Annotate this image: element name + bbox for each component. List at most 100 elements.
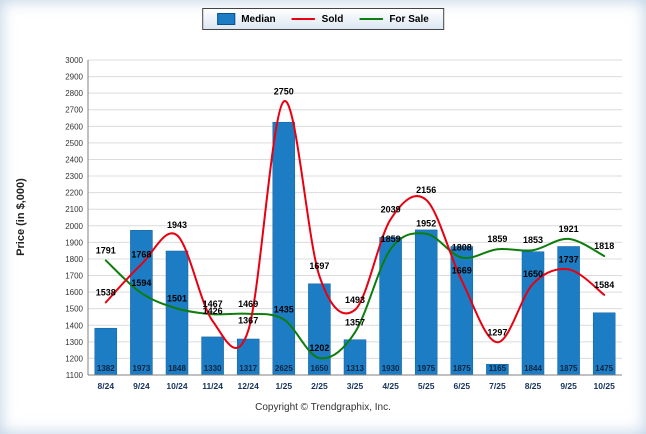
svg-text:1426: 1426 bbox=[203, 306, 223, 316]
median-bar-value-labels: 1382 1973 1848 1330 1317 2625 1650 1313 1930 1975… bbox=[97, 364, 614, 373]
svg-text:1317: 1317 bbox=[239, 364, 257, 373]
svg-text:1818: 1818 bbox=[594, 241, 614, 251]
median-bar bbox=[165, 250, 189, 376]
svg-text:9/24: 9/24 bbox=[133, 381, 150, 391]
svg-text:1467: 1467 bbox=[203, 299, 223, 309]
svg-text:1808: 1808 bbox=[452, 243, 472, 253]
svg-text:2200: 2200 bbox=[65, 189, 83, 198]
svg-text:1800: 1800 bbox=[65, 255, 83, 264]
legend-label-sold: Sold bbox=[321, 13, 344, 25]
svg-text:8/25: 8/25 bbox=[525, 381, 542, 391]
legend: Median Sold For Sale bbox=[202, 8, 444, 30]
svg-text:2625: 2625 bbox=[275, 364, 293, 373]
svg-text:1400: 1400 bbox=[65, 321, 83, 330]
svg-text:1853: 1853 bbox=[523, 235, 543, 245]
svg-text:1313: 1313 bbox=[346, 364, 364, 373]
svg-text:1300: 1300 bbox=[65, 338, 83, 347]
svg-text:1859: 1859 bbox=[381, 234, 401, 244]
sold-line bbox=[104, 100, 606, 349]
svg-text:1367: 1367 bbox=[238, 316, 258, 326]
svg-text:12/24: 12/24 bbox=[238, 381, 260, 391]
svg-text:1921: 1921 bbox=[559, 224, 579, 234]
svg-text:1500: 1500 bbox=[65, 305, 83, 314]
svg-text:2039: 2039 bbox=[381, 204, 401, 214]
svg-text:1697: 1697 bbox=[309, 261, 329, 271]
svg-text:2600: 2600 bbox=[65, 122, 83, 131]
median-bar bbox=[414, 229, 438, 376]
svg-text:1297: 1297 bbox=[487, 327, 507, 337]
svg-text:1469: 1469 bbox=[238, 299, 258, 309]
svg-text:2900: 2900 bbox=[65, 73, 83, 82]
median-bar bbox=[272, 121, 296, 376]
svg-text:1768: 1768 bbox=[131, 249, 151, 259]
svg-text:3/25: 3/25 bbox=[347, 381, 364, 391]
svg-text:2156: 2156 bbox=[416, 185, 436, 195]
median-bar bbox=[379, 237, 402, 376]
svg-text:1594: 1594 bbox=[131, 278, 151, 288]
svg-text:1600: 1600 bbox=[65, 288, 83, 297]
svg-text:2100: 2100 bbox=[65, 205, 83, 214]
y-axis-title: Price (in $,000) bbox=[15, 178, 27, 256]
axis-lines bbox=[87, 60, 622, 376]
svg-text:1975: 1975 bbox=[417, 364, 435, 373]
sold-line-swatch-icon bbox=[291, 18, 316, 20]
svg-text:1584: 1584 bbox=[594, 280, 614, 290]
svg-text:1100: 1100 bbox=[66, 371, 84, 380]
svg-text:1669: 1669 bbox=[452, 266, 472, 276]
svg-text:1791: 1791 bbox=[96, 245, 116, 255]
legend-item-sold: Sold bbox=[291, 13, 344, 25]
svg-text:7/25: 7/25 bbox=[489, 381, 506, 391]
forsale-line-swatch-icon bbox=[359, 18, 384, 20]
svg-text:1330: 1330 bbox=[204, 364, 222, 373]
x-axis-labels: 8/24 9/24 10/24 11/24 12/24 1/25 2/25 3/25 4/25 5… bbox=[98, 381, 616, 391]
svg-text:1200: 1200 bbox=[65, 354, 83, 363]
median-bar bbox=[557, 246, 580, 376]
svg-text:1700: 1700 bbox=[65, 272, 83, 281]
svg-text:1475: 1475 bbox=[595, 364, 613, 373]
svg-text:1165: 1165 bbox=[489, 364, 507, 373]
svg-text:1435: 1435 bbox=[274, 304, 294, 314]
svg-text:1501: 1501 bbox=[167, 294, 187, 304]
svg-text:11/24: 11/24 bbox=[202, 381, 223, 391]
svg-text:1650: 1650 bbox=[523, 269, 543, 279]
legend-item-forsale: For Sale bbox=[359, 13, 429, 25]
for-sale-value-labels: 1791 1594 1501 1467 1469 1435 1202 1357 1859 1952… bbox=[96, 219, 614, 353]
svg-text:1538: 1538 bbox=[96, 287, 116, 297]
svg-text:1382: 1382 bbox=[97, 364, 115, 373]
svg-text:2000: 2000 bbox=[65, 222, 83, 231]
svg-text:1844: 1844 bbox=[524, 364, 542, 373]
svg-text:3000: 3000 bbox=[65, 56, 83, 65]
median-bars bbox=[94, 121, 616, 376]
copyright-text: Copyright © Trendgraphix, Inc. bbox=[255, 402, 391, 413]
svg-text:1930: 1930 bbox=[382, 364, 400, 373]
svg-text:2300: 2300 bbox=[65, 172, 83, 181]
legend-label-median: Median bbox=[241, 13, 276, 25]
sold-value-labels: 1538 1768 1943 1426 1367 2750 1697 1493 2039 2156… bbox=[96, 86, 614, 337]
legend-label-forsale: For Sale bbox=[389, 13, 429, 25]
svg-text:1952: 1952 bbox=[416, 219, 436, 229]
svg-text:6/25: 6/25 bbox=[454, 381, 471, 391]
svg-text:1875: 1875 bbox=[560, 364, 578, 373]
price-chart: 1100 1200 1300 1400 1500 1600 1700 1800 1900 2000… bbox=[65, 56, 622, 391]
svg-text:2750: 2750 bbox=[274, 86, 294, 96]
median-bar bbox=[308, 283, 331, 376]
for-sale-line bbox=[104, 232, 606, 360]
svg-text:1202: 1202 bbox=[309, 343, 329, 353]
median-swatch-icon bbox=[217, 13, 236, 25]
svg-text:1900: 1900 bbox=[65, 238, 83, 247]
svg-text:10/24: 10/24 bbox=[166, 381, 188, 391]
svg-text:1848: 1848 bbox=[168, 364, 186, 373]
svg-text:1737: 1737 bbox=[559, 254, 579, 264]
svg-text:1973: 1973 bbox=[133, 364, 151, 373]
svg-text:2700: 2700 bbox=[65, 106, 83, 115]
svg-text:1493: 1493 bbox=[345, 295, 365, 305]
svg-text:2400: 2400 bbox=[65, 155, 83, 164]
svg-text:2/25: 2/25 bbox=[311, 381, 328, 391]
svg-text:5/25: 5/25 bbox=[418, 381, 435, 391]
svg-text:1943: 1943 bbox=[167, 220, 187, 230]
svg-text:1357: 1357 bbox=[345, 317, 365, 327]
svg-text:10/25: 10/25 bbox=[594, 381, 616, 391]
legend-item-median: Median bbox=[217, 13, 276, 25]
svg-text:1875: 1875 bbox=[453, 364, 471, 373]
